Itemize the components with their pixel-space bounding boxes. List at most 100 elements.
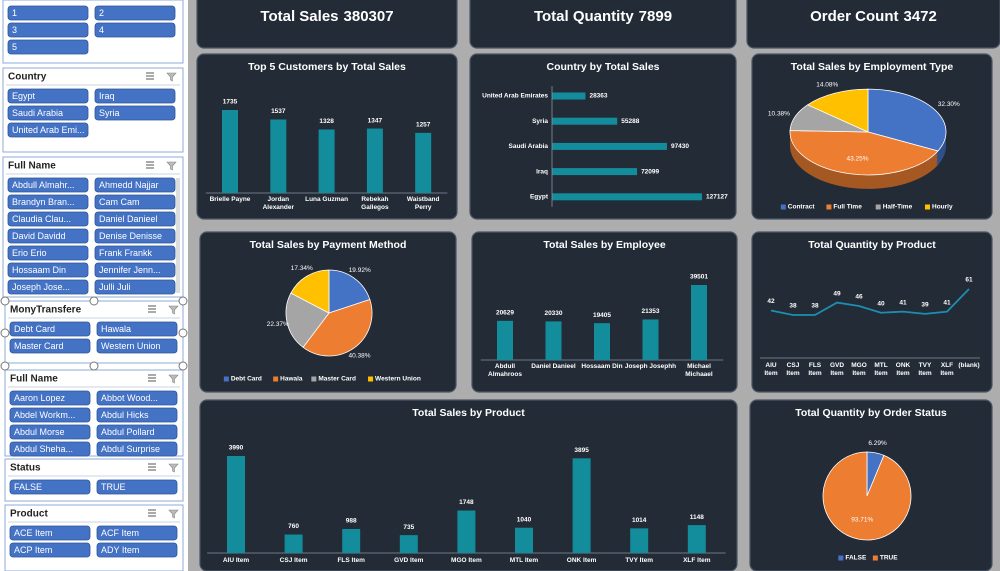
slicer-item-label: Abbot Wood... xyxy=(101,393,158,403)
slicer-item[interactable] xyxy=(96,407,178,423)
value-label: 41 xyxy=(899,299,907,306)
slicer-item[interactable] xyxy=(9,525,91,541)
pie-slice xyxy=(285,292,330,348)
pie-slice xyxy=(328,269,371,314)
slicer-item-label: Denise Denisse xyxy=(99,231,162,241)
category-label-box: Brielle Payne xyxy=(210,196,251,203)
category-label: CSJ Item xyxy=(279,557,308,564)
multi-select-icon[interactable] xyxy=(148,463,156,471)
slicer-item[interactable] xyxy=(96,424,178,440)
slicer-item[interactable] xyxy=(96,321,178,337)
slicer-item[interactable] xyxy=(96,338,178,354)
slicer-item[interactable] xyxy=(7,88,89,104)
slicer-item[interactable] xyxy=(94,279,176,295)
slicer-item[interactable] xyxy=(96,542,178,558)
slicer-item[interactable] xyxy=(94,88,176,104)
slicer-item[interactable] xyxy=(94,194,176,210)
slicer-item[interactable] xyxy=(7,211,89,227)
kpi-value: 7899 xyxy=(639,8,672,25)
value-label: 19405 xyxy=(593,312,611,319)
slicer-title: Country xyxy=(8,72,47,83)
slicer-item[interactable] xyxy=(94,262,176,278)
slicer-item[interactable] xyxy=(7,22,89,38)
legend-swatch xyxy=(826,204,832,210)
chart-title: Top 5 Customers by Total Sales xyxy=(248,61,406,73)
multi-select-icon[interactable] xyxy=(148,305,156,313)
slicer-item[interactable] xyxy=(94,5,176,21)
slicer-item[interactable] xyxy=(9,338,91,354)
slicer-item[interactable] xyxy=(7,228,89,244)
slicer-item[interactable] xyxy=(96,390,178,406)
card xyxy=(471,231,738,393)
slicer-item-label: Brandyn Bran... xyxy=(12,197,75,207)
bar xyxy=(318,129,335,193)
legend-label: Master Card xyxy=(318,376,356,383)
slicer-item[interactable] xyxy=(7,194,89,210)
slicer-item-label: Abdul Pollard xyxy=(101,427,155,437)
bar xyxy=(545,321,562,360)
slicer-item-label: Abdul Sheha... xyxy=(14,444,73,454)
multi-select-icon[interactable] xyxy=(148,374,156,382)
slicer-item[interactable] xyxy=(7,177,89,193)
value-label: 41 xyxy=(943,299,951,306)
slicer-item[interactable] xyxy=(7,39,89,55)
category-label: Daniel Danieel xyxy=(531,363,576,370)
clear-filter-icon[interactable] xyxy=(168,463,179,473)
clear-filter-icon[interactable] xyxy=(168,305,179,315)
slicer-item[interactable] xyxy=(7,5,89,21)
bar xyxy=(594,323,610,360)
slicer-item[interactable] xyxy=(94,177,176,193)
multi-select-icon[interactable] xyxy=(146,161,154,169)
value-label: 49 xyxy=(833,290,841,297)
clear-filter-icon[interactable] xyxy=(168,509,179,519)
slicer-item[interactable] xyxy=(94,211,176,227)
slicer-item[interactable] xyxy=(94,105,176,121)
category-label: Saudi Arabia xyxy=(509,143,549,150)
slicer-item[interactable] xyxy=(9,479,91,495)
slicer-item[interactable] xyxy=(7,262,89,278)
slicer-item[interactable] xyxy=(94,228,176,244)
slicer-item[interactable] xyxy=(96,479,178,495)
slicer-item[interactable] xyxy=(7,279,89,295)
slicer-item[interactable] xyxy=(7,105,89,121)
slicer-item[interactable] xyxy=(9,441,91,457)
clear-filter-icon[interactable] xyxy=(166,161,177,171)
selection-handle xyxy=(178,296,188,306)
value-label: 72099 xyxy=(641,168,659,175)
category-label-box: XLF Item xyxy=(683,557,710,564)
bar xyxy=(399,535,418,553)
slicer-item[interactable] xyxy=(96,441,178,457)
legend-label: Debt Card xyxy=(231,376,262,383)
slicer-item[interactable] xyxy=(94,245,176,261)
slicer-item[interactable] xyxy=(9,321,91,337)
category-label: AIU Item xyxy=(222,557,250,564)
slicer-title: Status xyxy=(10,463,41,474)
slicer-item[interactable] xyxy=(9,542,91,558)
multi-select-icon[interactable] xyxy=(148,509,156,517)
slicer-item[interactable] xyxy=(9,424,91,440)
slicer-item-label: ACE Item xyxy=(14,528,53,538)
slicer-item[interactable] xyxy=(7,245,89,261)
multi-select-icon[interactable] xyxy=(146,72,154,80)
legend-swatch xyxy=(838,555,844,561)
clear-filter-icon[interactable] xyxy=(168,374,179,384)
value-label: 17.34% xyxy=(291,265,313,272)
bar xyxy=(497,320,513,360)
legend-swatch xyxy=(311,376,317,382)
value-label: 46 xyxy=(855,294,863,301)
category-label: Joseph Josephh xyxy=(624,363,677,370)
category-label: GVD Item xyxy=(394,557,424,564)
slicer-item[interactable] xyxy=(94,22,176,38)
slicer-item[interactable] xyxy=(96,525,178,541)
category-label: Syria xyxy=(532,118,548,125)
value-label: 20330 xyxy=(544,310,562,317)
clear-filter-icon[interactable] xyxy=(166,72,177,82)
pie-slice xyxy=(806,88,869,133)
chart-title: Total Quantity by Order Status xyxy=(795,407,947,419)
legend-swatch xyxy=(368,376,374,382)
legend-swatch xyxy=(872,555,878,561)
slicer-item[interactable] xyxy=(7,122,89,138)
slicer-item[interactable] xyxy=(9,390,91,406)
kpi: Order Count 3472 xyxy=(810,8,937,25)
slicer-item[interactable] xyxy=(9,407,91,423)
